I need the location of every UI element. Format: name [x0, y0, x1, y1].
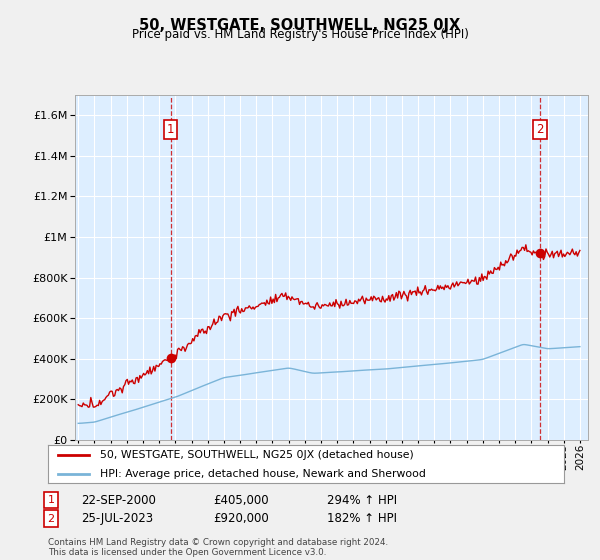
Text: 50, WESTGATE, SOUTHWELL, NG25 0JX: 50, WESTGATE, SOUTHWELL, NG25 0JX [139, 18, 461, 33]
Text: 2: 2 [47, 514, 55, 524]
Text: HPI: Average price, detached house, Newark and Sherwood: HPI: Average price, detached house, Newa… [100, 469, 425, 479]
Text: Price paid vs. HM Land Registry's House Price Index (HPI): Price paid vs. HM Land Registry's House … [131, 28, 469, 41]
Text: 22-SEP-2000: 22-SEP-2000 [81, 493, 156, 507]
Text: £920,000: £920,000 [213, 512, 269, 525]
Text: 294% ↑ HPI: 294% ↑ HPI [327, 493, 397, 507]
Text: 50, WESTGATE, SOUTHWELL, NG25 0JX (detached house): 50, WESTGATE, SOUTHWELL, NG25 0JX (detac… [100, 450, 413, 460]
Text: 182% ↑ HPI: 182% ↑ HPI [327, 512, 397, 525]
Text: 2: 2 [536, 123, 544, 136]
Text: £405,000: £405,000 [213, 493, 269, 507]
Text: Contains HM Land Registry data © Crown copyright and database right 2024.
This d: Contains HM Land Registry data © Crown c… [48, 538, 388, 557]
Text: 1: 1 [167, 123, 175, 136]
Text: 1: 1 [47, 495, 55, 505]
Text: 25-JUL-2023: 25-JUL-2023 [81, 512, 153, 525]
